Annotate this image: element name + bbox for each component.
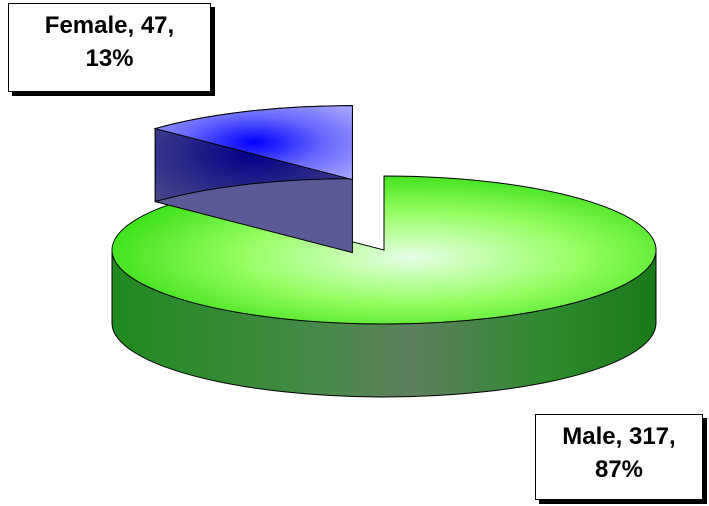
slice-label-female-line2: 13% (85, 45, 134, 72)
slice-label-male-line2: 87% (594, 456, 644, 483)
slice-label-male-line1: Male, 317, (562, 423, 676, 450)
slice-label-female-line1: Female, 47, (44, 12, 175, 39)
slice-top-female (153, 105, 353, 181)
slice-label-female: Female, 47, 13% (8, 3, 211, 92)
slice-label-male: Male, 317, 87% (535, 414, 703, 500)
slice-top-male (111, 175, 657, 325)
